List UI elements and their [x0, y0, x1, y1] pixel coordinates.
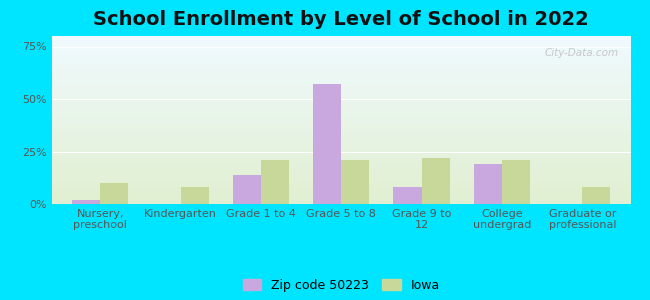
Bar [341, 160, 369, 204]
Bar [502, 160, 530, 204]
Bar [72, 200, 100, 204]
Bar [233, 175, 261, 204]
Bar [582, 187, 610, 204]
Bar [100, 183, 128, 204]
Legend: Zip code 50223, Iowa: Zip code 50223, Iowa [238, 274, 445, 297]
Bar [313, 84, 341, 204]
Title: School Enrollment by Level of School in 2022: School Enrollment by Level of School in … [94, 10, 589, 29]
Bar [393, 187, 422, 204]
Bar [474, 164, 502, 204]
Bar [261, 160, 289, 204]
Bar [422, 158, 450, 204]
Text: City-Data.com: City-Data.com [545, 48, 619, 58]
Bar [181, 187, 209, 204]
